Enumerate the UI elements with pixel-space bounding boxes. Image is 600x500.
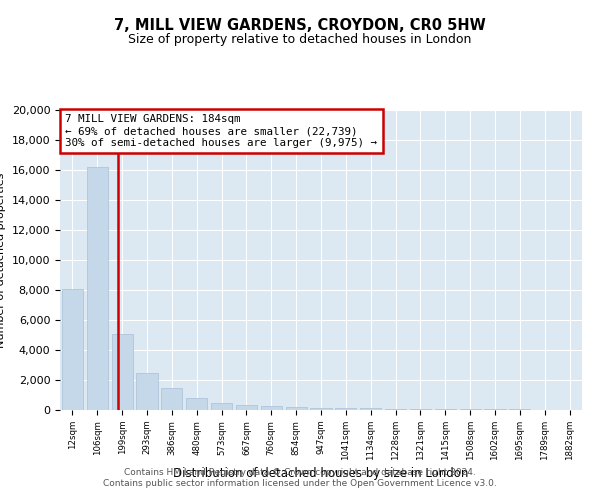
Text: Contains HM Land Registry data © Crown copyright and database right 2024.
Contai: Contains HM Land Registry data © Crown c…: [103, 468, 497, 487]
Bar: [360, 408, 381, 410]
Bar: [236, 404, 257, 410]
Text: 7, MILL VIEW GARDENS, CROYDON, CR0 5HW: 7, MILL VIEW GARDENS, CROYDON, CR0 5HW: [114, 18, 486, 32]
Bar: [410, 409, 431, 410]
Bar: [161, 388, 182, 410]
Bar: [385, 408, 406, 410]
X-axis label: Distribution of detached houses by size in London: Distribution of detached houses by size …: [173, 467, 469, 480]
Bar: [136, 373, 158, 410]
Text: 7 MILL VIEW GARDENS: 184sqm
← 69% of detached houses are smaller (22,739)
30% of: 7 MILL VIEW GARDENS: 184sqm ← 69% of det…: [65, 114, 377, 148]
Bar: [335, 408, 356, 410]
Bar: [435, 409, 456, 410]
Bar: [286, 407, 307, 410]
Bar: [460, 409, 481, 410]
Bar: [62, 289, 83, 410]
Bar: [310, 408, 332, 410]
Text: Size of property relative to detached houses in London: Size of property relative to detached ho…: [128, 32, 472, 46]
Y-axis label: Number of detached properties: Number of detached properties: [0, 172, 6, 348]
Bar: [87, 167, 108, 410]
Bar: [211, 403, 232, 410]
Bar: [186, 398, 207, 410]
Bar: [261, 406, 282, 410]
Bar: [112, 334, 133, 410]
